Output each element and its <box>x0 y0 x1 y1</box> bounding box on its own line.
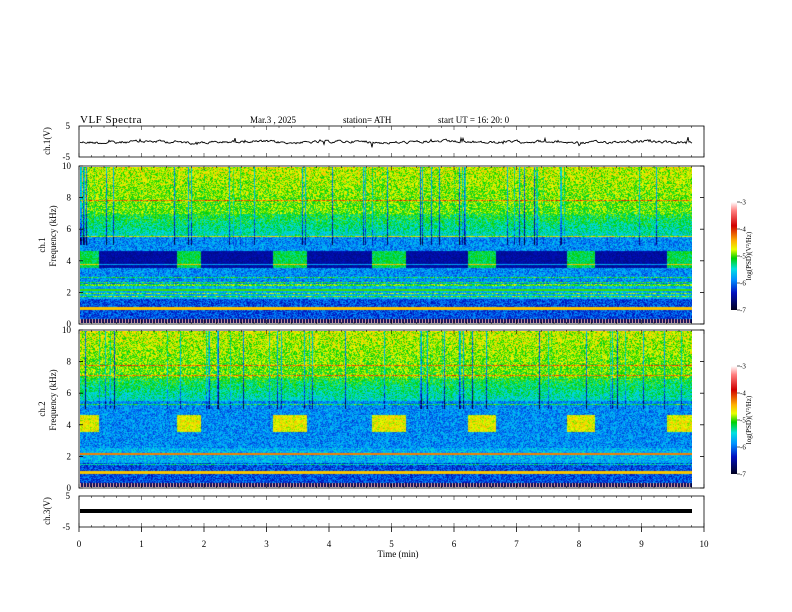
y-tick-label: 6 <box>67 388 72 398</box>
ch1-wave-ytick-bottom: -5 <box>63 152 71 162</box>
x-tick-label: 9 <box>639 539 644 549</box>
colorbar-tick-label: -7 <box>740 471 746 479</box>
y-tick-label: 2 <box>67 451 72 461</box>
ch1-colorbar <box>731 202 737 310</box>
ch2-spec-ylabel: Frequency (kHz) <box>48 369 58 430</box>
x-tick-label: 6 <box>452 539 457 549</box>
x-tick-label: 10 <box>700 539 710 549</box>
ch1-spec-channel-label: ch.1 <box>37 237 47 252</box>
y-tick-label: 4 <box>67 420 72 430</box>
y-tick-label: 0 <box>67 319 72 329</box>
minor-tick-marks <box>78 126 705 527</box>
y-tick-label: 6 <box>67 224 72 234</box>
x-tick-label: 1 <box>139 539 144 549</box>
y-tick-label: 10 <box>62 325 72 335</box>
x-tick-label: 4 <box>327 539 332 549</box>
x-tick-label: 3 <box>264 539 269 549</box>
ch1-colorbar-ticks: -3 -4 -5 -6 -7 <box>737 199 746 315</box>
y-tick-label: 0 <box>67 483 72 493</box>
y-tick-label: 8 <box>67 193 72 203</box>
y-tick-label: 2 <box>67 287 72 297</box>
ch2-spectrogram-image <box>80 331 692 487</box>
x-tick-label: 7 <box>514 539 519 549</box>
x-tick-label: 0 <box>77 539 82 549</box>
colorbar-tick-label: -4 <box>740 226 746 234</box>
time-axis-ticks: 0 1 2 3 4 5 6 7 8 9 10 <box>77 527 709 549</box>
x-tick-label: 8 <box>577 539 582 549</box>
ch3-wave-ytick-bottom: -5 <box>63 522 71 532</box>
ch1-wave-ytick-top: 5 <box>66 121 71 131</box>
ch1-waveform-trace <box>79 136 693 148</box>
station-label: station= ATH <box>343 115 392 125</box>
colorbar-tick-label: -3 <box>740 363 746 371</box>
y-tick-label: 4 <box>67 256 72 266</box>
ch2-spec-yticks: 0 2 4 6 8 10 <box>62 325 704 493</box>
figure-title: VLF Spectra <box>80 114 142 126</box>
ch1-spec-ylabel: Frequency (kHz) <box>48 205 58 266</box>
colorbar-tick-label: -6 <box>740 444 746 452</box>
ch1-waveform-ylabel: ch.1(V) <box>42 127 52 155</box>
colorbar-tick-label: -7 <box>740 307 746 315</box>
colorbar-tick-label: -6 <box>740 280 746 288</box>
y-tick-label: 10 <box>62 161 72 171</box>
ch2-spec-channel-label: ch.2 <box>37 401 47 416</box>
colorbar-tick-label: -4 <box>740 390 746 398</box>
x-tick-label: 5 <box>389 539 394 549</box>
x-tick-label: 2 <box>202 539 207 549</box>
ch3-waveform-ylabel: ch.3(V) <box>42 497 52 525</box>
colorbar-tick-label: -5 <box>740 417 746 425</box>
ch1-spec-yticks: 0 2 4 6 8 10 <box>62 161 704 329</box>
time-axis-label: Time (min) <box>378 549 419 559</box>
y-tick-label: 8 <box>67 357 72 367</box>
ch1-spectrogram-image <box>80 167 692 323</box>
ch1-waveform-frame <box>78 125 705 158</box>
start-ut-label: start UT = 16: 20: 0 <box>438 115 510 125</box>
ch2-colorbar-ticks: -3 -4 -5 -6 -7 <box>737 363 746 479</box>
colorbar-tick-label: -3 <box>740 199 746 207</box>
ch2-colorbar <box>731 366 737 474</box>
colorbar-tick-label: -5 <box>740 253 746 261</box>
ch2-colorbar-label: log(PSD)(V²/Hz) <box>745 395 753 444</box>
ch1-colorbar-label: log(PSD)(V²/Hz) <box>745 231 753 280</box>
date-label: Mar.3 , 2025 <box>250 115 296 125</box>
ch3-wave-ytick-top: 5 <box>66 491 71 501</box>
